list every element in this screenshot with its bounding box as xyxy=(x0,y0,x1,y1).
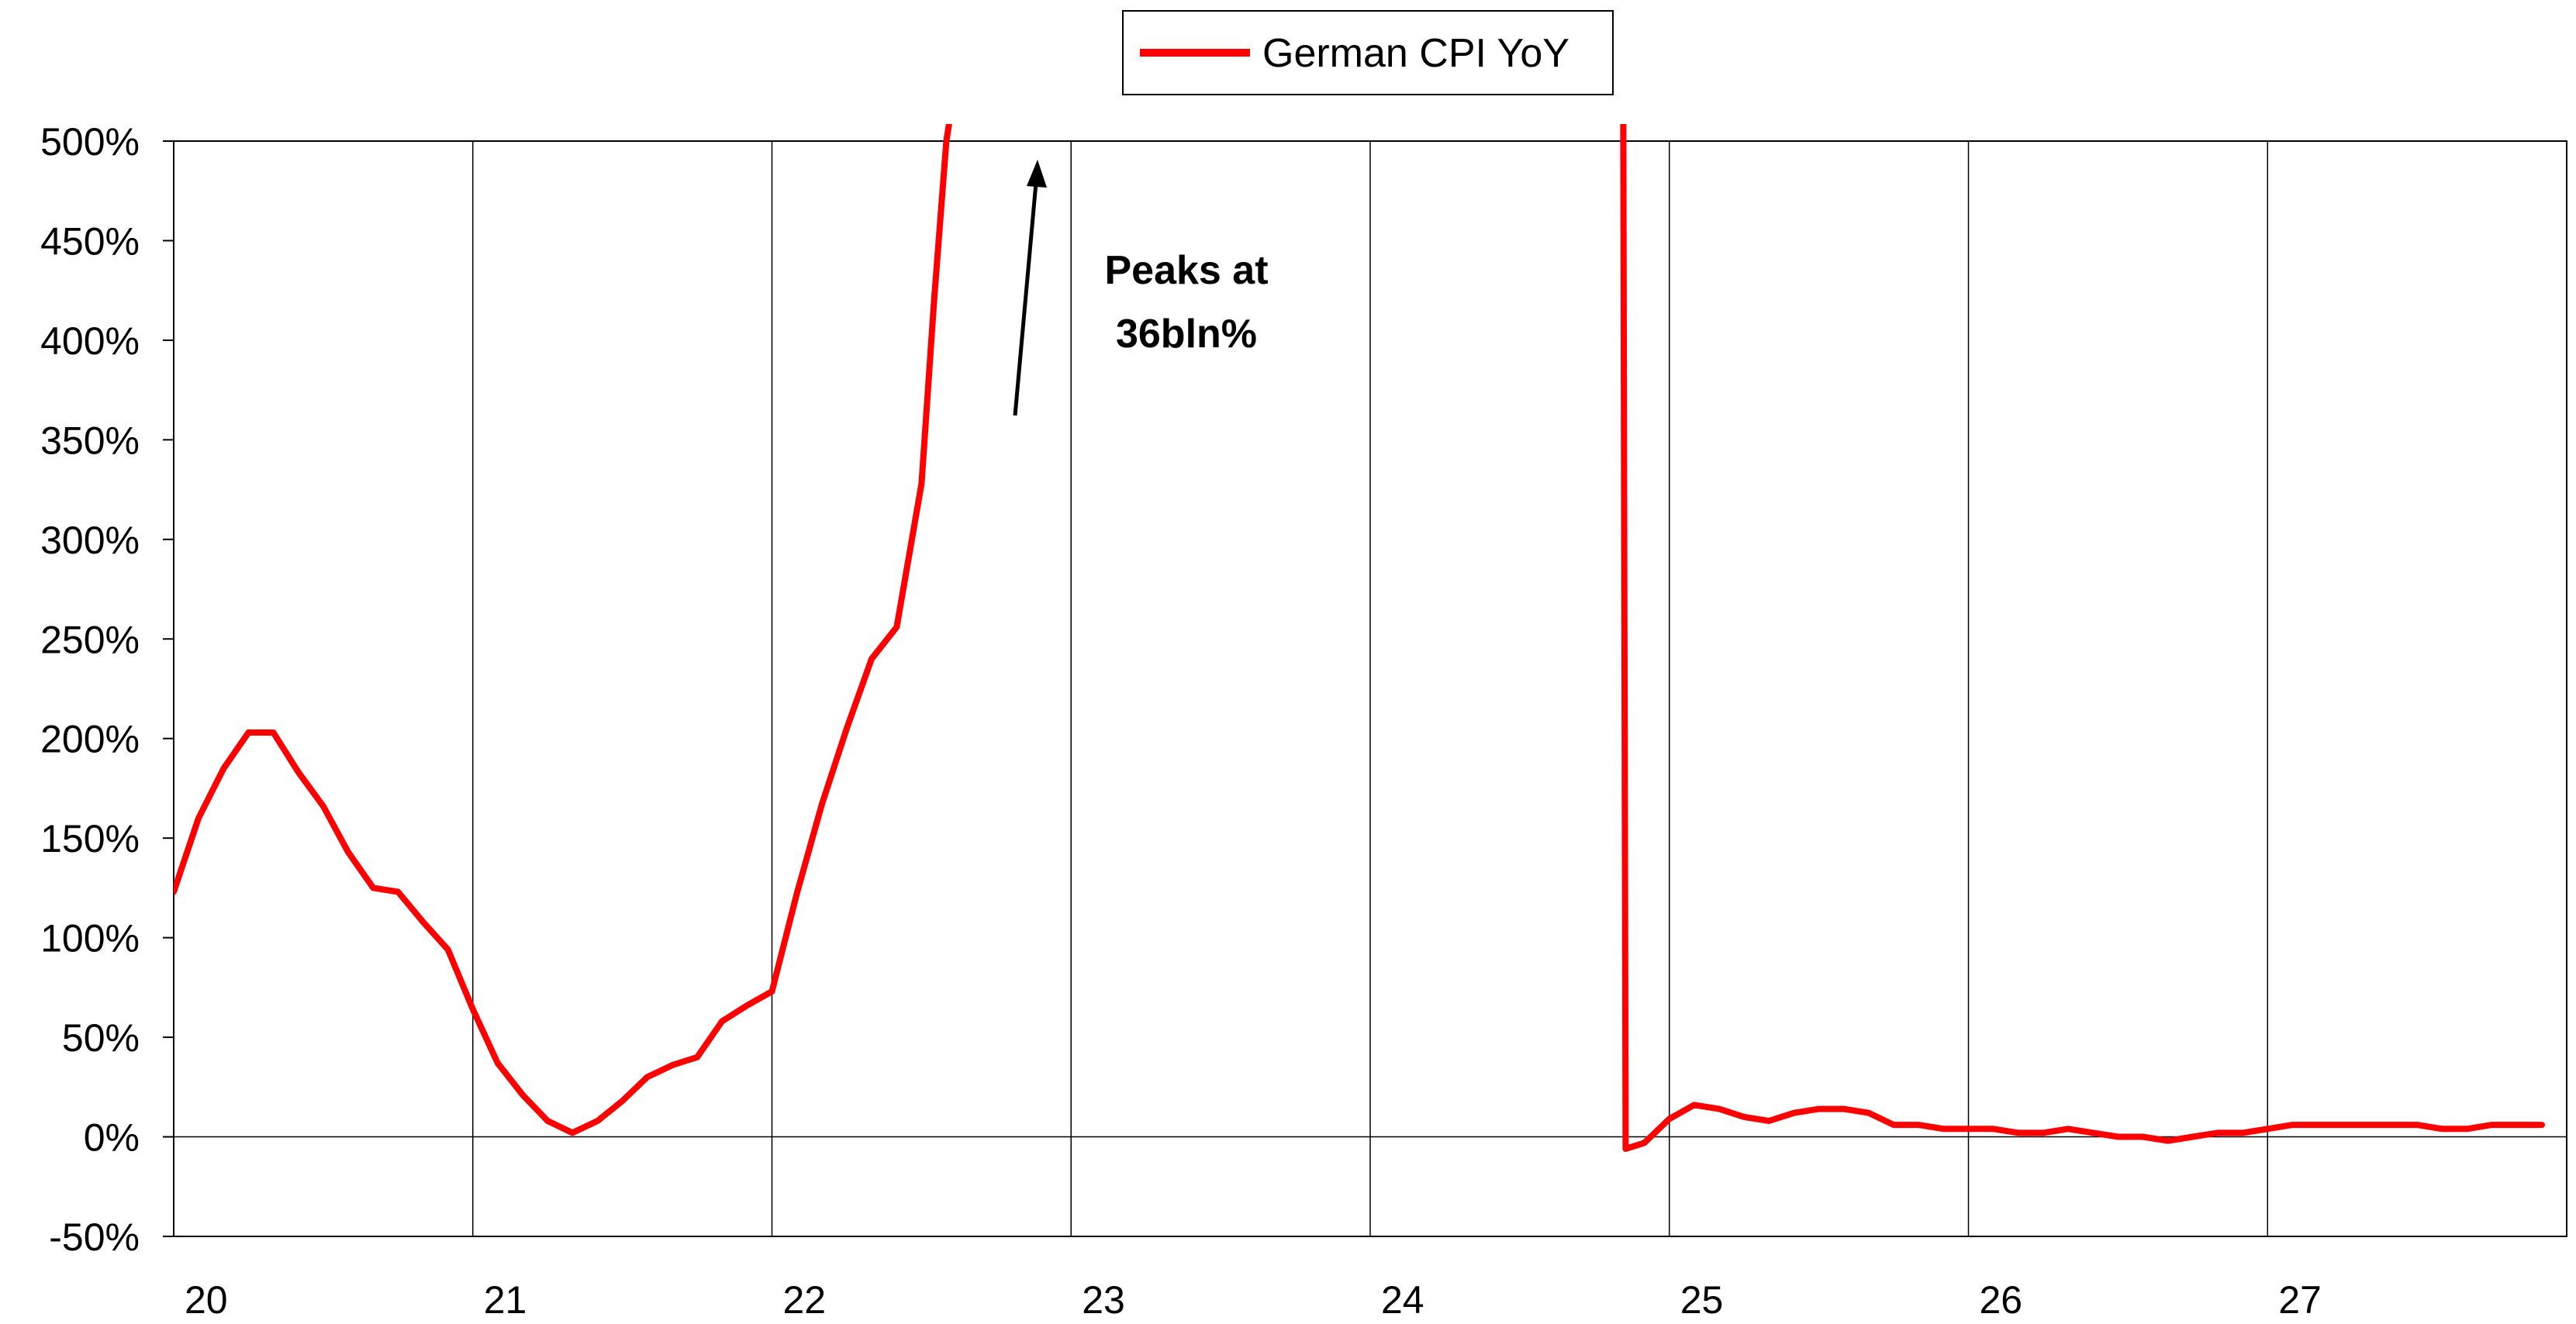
grid-lines xyxy=(472,141,2268,1236)
series-line-german-cpi-yoy xyxy=(174,124,2545,1152)
y-tick-label: 400% xyxy=(40,319,140,363)
x-tick-label: 25 xyxy=(1680,1278,1724,1322)
peak-annotation: Peaks at 36bln% xyxy=(1013,160,1269,416)
y-tick-label: 100% xyxy=(40,917,140,960)
annotation-text-line2: 36bln% xyxy=(1116,312,1257,357)
y-tick-label: 0% xyxy=(84,1116,140,1160)
x-tick-label: 20 xyxy=(185,1278,228,1322)
x-tick-label: 21 xyxy=(484,1278,527,1322)
y-tick-label: -50% xyxy=(49,1215,140,1259)
x-axis: 20 21 22 23 24 25 26 27 xyxy=(185,1278,2322,1322)
legend-label: German CPI YoY xyxy=(1262,31,1569,76)
y-axis: 500% 450% 400% 350% 300% 250% 200% 150% 100% 50% 0… xyxy=(40,120,174,1259)
y-tick-label: 500% xyxy=(40,120,140,164)
y-tick-label: 450% xyxy=(40,219,140,263)
annotation-text-line1: Peaks at xyxy=(1104,248,1268,293)
annotation-arrow-head xyxy=(1027,160,1047,188)
y-tick-label: 250% xyxy=(40,618,140,661)
y-tick-label: 200% xyxy=(40,718,140,761)
y-tick-label: 300% xyxy=(40,519,140,562)
x-tick-label: 22 xyxy=(783,1278,827,1322)
legend: German CPI YoY xyxy=(1122,10,1614,95)
x-tick-label: 27 xyxy=(2278,1278,2322,1322)
y-tick-label: 50% xyxy=(62,1016,140,1060)
x-tick-label: 26 xyxy=(1980,1278,2023,1322)
annotation-arrow-shaft xyxy=(1013,182,1038,416)
y-tick-label: 150% xyxy=(40,817,140,860)
x-tick-label: 24 xyxy=(1381,1278,1424,1322)
y-tick-label: 350% xyxy=(40,419,140,462)
x-tick-label: 23 xyxy=(1082,1278,1125,1322)
